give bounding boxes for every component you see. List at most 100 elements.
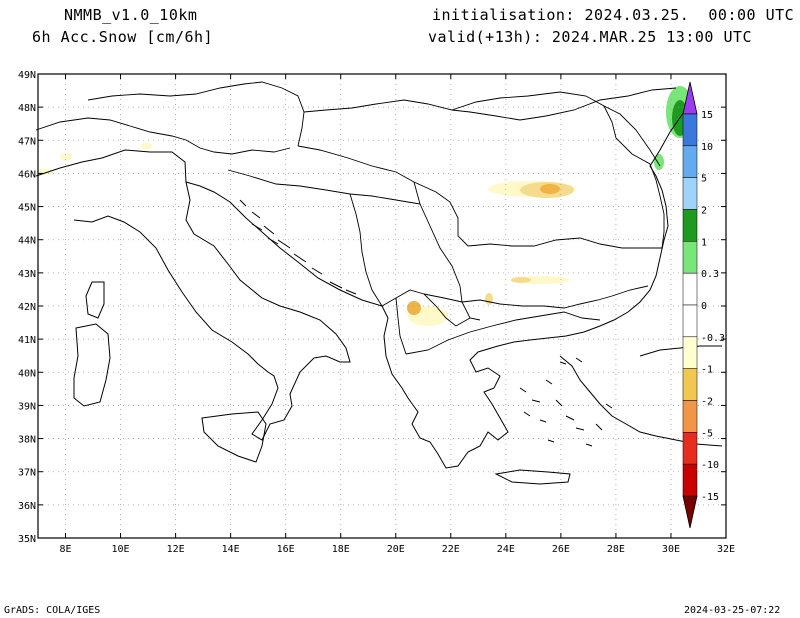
legend-color-box	[682, 209, 698, 242]
turkey-coast	[559, 345, 723, 447]
legend-label: 2	[701, 206, 707, 217]
aegean-islands	[519, 357, 613, 447]
balkan-coast	[185, 111, 685, 469]
border-bosnia	[227, 169, 421, 205]
axis-ticks	[38, 73, 727, 539]
lat-label: 41N	[18, 335, 36, 346]
color-legend: 15 10 5 2 1 0.3 0 -0.3 -1 -2 -5 -10 -15	[682, 81, 725, 529]
legend-label: 0	[701, 301, 707, 312]
border-albania	[395, 297, 407, 355]
legend-color-box	[682, 177, 698, 210]
italy-coast	[35, 149, 351, 441]
border-romania	[451, 91, 665, 249]
lat-label: 42N	[18, 302, 36, 313]
border-bosnia-south	[349, 193, 383, 307]
lat-label: 38N	[18, 435, 36, 446]
lon-label: 14E	[222, 544, 240, 555]
lon-label: 26E	[552, 544, 570, 555]
snow-area-alps-b	[37, 169, 53, 175]
legend-color-box	[682, 113, 698, 147]
border-serbia	[413, 181, 481, 321]
border-slovakia	[303, 99, 521, 121]
legend-label: 10	[701, 142, 713, 153]
legend-label: -0.3	[701, 333, 725, 344]
lat-label: 39N	[18, 401, 36, 412]
lon-label: 18E	[332, 544, 350, 555]
sicily-coast	[201, 411, 267, 463]
legend-color-box	[682, 145, 698, 178]
snow-area-alps-c	[140, 143, 152, 149]
border-hungary	[297, 145, 469, 247]
lat-label: 44N	[18, 236, 36, 247]
lon-label: 24E	[497, 544, 515, 555]
snow-area-ukraine-c	[654, 154, 664, 170]
snow-area-bulgaria-c	[485, 293, 493, 305]
lat-label: 46N	[18, 169, 36, 180]
border-moldova	[603, 105, 661, 167]
country-borders	[35, 81, 677, 355]
model-title: NMMB_v1.0_10km	[64, 6, 198, 24]
legend-color-box	[682, 400, 698, 433]
snow-areas	[37, 86, 694, 326]
legend-label: -5	[701, 428, 713, 439]
snow-area-romania-peak	[540, 184, 560, 194]
latitude-labels: 49N 48N 47N 46N 45N 44N 43N 42N 41N 40N 39N 38N 37N 3…	[18, 70, 36, 545]
lat-label: 35N	[18, 534, 36, 545]
coastlines	[35, 111, 723, 485]
legend-color-box	[682, 463, 698, 497]
lat-label: 45N	[18, 203, 36, 214]
border-greece	[405, 311, 601, 355]
lat-label: 49N	[18, 70, 36, 81]
corsica-coast	[85, 281, 105, 319]
lon-label: 16E	[277, 544, 295, 555]
legend-label: -10	[701, 460, 719, 471]
lon-label: 30E	[662, 544, 680, 555]
footer-software: GrADS: COLA/IGES	[4, 605, 101, 616]
border-danube	[467, 237, 662, 249]
legend-label: 0.3	[701, 269, 719, 280]
legend-label: 15	[701, 110, 713, 121]
lon-label: 22E	[442, 544, 460, 555]
border-alps	[35, 117, 291, 155]
valid-time: valid(+13h): 2024.MAR.25 13:00 UTC	[428, 28, 753, 46]
legend-label: -2	[701, 397, 713, 408]
legend-color-box	[682, 432, 698, 465]
lon-label: 12E	[167, 544, 185, 555]
lat-label: 37N	[18, 468, 36, 479]
lat-label: 36N	[18, 501, 36, 512]
snow-area-bulgaria-b	[511, 277, 531, 283]
border-bulgaria	[461, 285, 649, 309]
legend-label: -15	[701, 492, 719, 503]
lat-label: 40N	[18, 368, 36, 379]
sardinia-coast	[73, 323, 111, 407]
lon-label: 28E	[607, 544, 625, 555]
footer-timestamp: 2024-03-25-07:22	[684, 605, 781, 616]
border-ukraine	[519, 87, 677, 121]
lat-label: 48N	[18, 103, 36, 114]
legend-label: 1	[701, 237, 707, 248]
lon-label: 8E	[59, 544, 71, 555]
legend-label: -1	[701, 365, 713, 376]
dalmatian-islands	[239, 199, 357, 295]
init-time: initialisation: 2024.03.25. 00:00 UTC	[432, 6, 795, 24]
legend-color-box	[682, 241, 698, 274]
lat-label: 43N	[18, 269, 36, 280]
legend-label: 5	[701, 174, 707, 185]
legend-color-box	[682, 272, 698, 306]
legend-color-box	[682, 336, 698, 369]
legend-bottom-arrow	[682, 495, 698, 529]
legend-color-box	[682, 368, 698, 401]
lon-label: 32E	[717, 544, 735, 555]
lon-label: 10E	[112, 544, 130, 555]
border-montenegro	[381, 289, 471, 327]
lat-label: 47N	[18, 136, 36, 147]
lon-label: 20E	[387, 544, 405, 555]
snow-area-alps-a	[60, 153, 72, 161]
longitude-labels: 8E 10E 12E 14E 16E 18E 20E 22E 24E 26E 28E 30E 32E	[59, 544, 735, 555]
border-macedonia	[423, 293, 463, 303]
legend-color-box	[682, 304, 698, 338]
field-title: 6h Acc.Snow [cm/6h]	[32, 28, 214, 46]
crete-coast	[494, 469, 571, 485]
snow-area-albania-b	[407, 301, 421, 315]
